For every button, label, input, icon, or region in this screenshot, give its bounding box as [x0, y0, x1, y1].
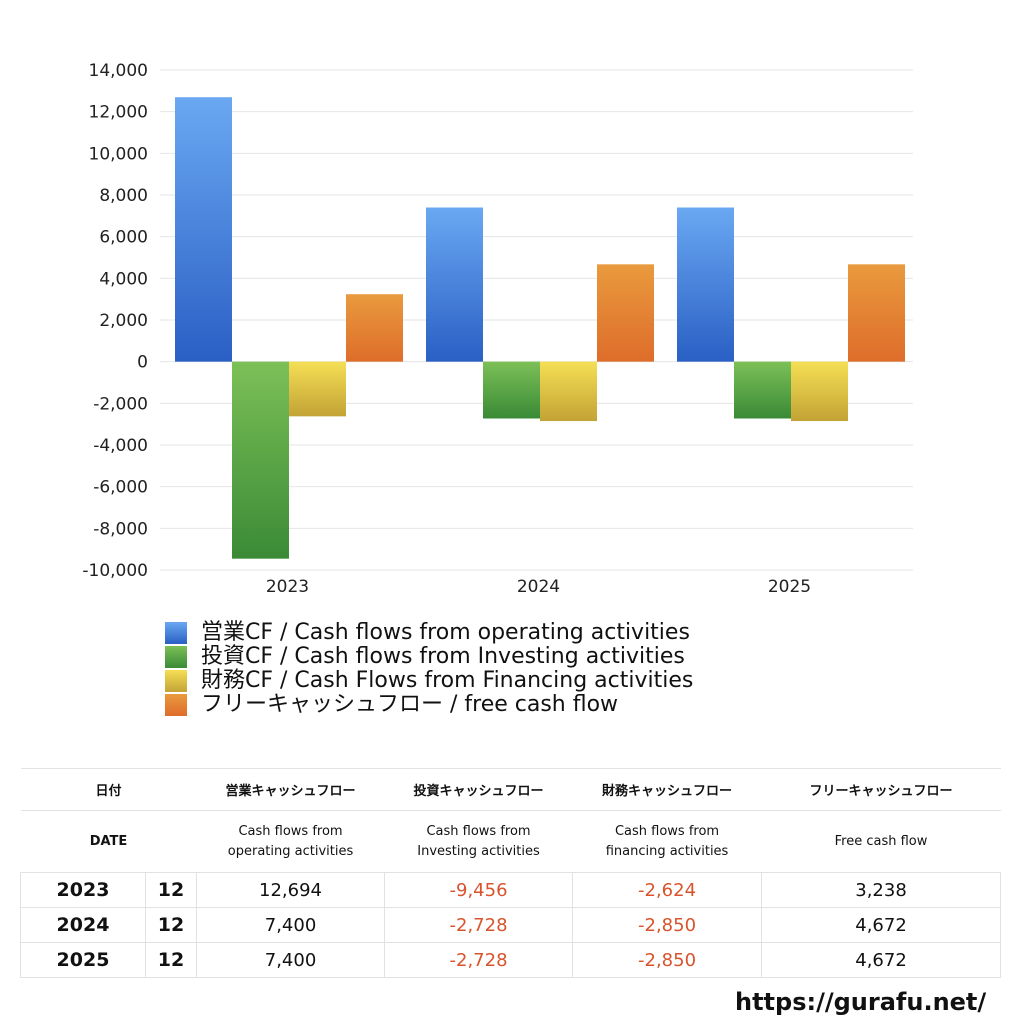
bar-2024-series-3 [597, 264, 654, 362]
cell-month: 12 [144, 872, 198, 908]
cell-financing: -2,850 [572, 942, 763, 978]
bar-2023-series-0 [175, 97, 232, 362]
cell-financing: -2,850 [572, 907, 763, 943]
bar-2023-series-1 [232, 361, 289, 559]
cell-year: 2024 [20, 907, 146, 943]
header-investing-jp: 投資キャッシュフロー [384, 768, 573, 811]
cell-investing: -9,456 [384, 872, 574, 908]
y-tick-label: -4,000 [93, 436, 148, 456]
legend-item-financing: 財務CF / Cash Flows from Financing activit… [165, 669, 693, 693]
header-operating-jp: 営業キャッシュフロー [196, 768, 385, 811]
cell-month: 12 [144, 942, 198, 978]
y-tick-label: 2,000 [99, 311, 148, 331]
cell-year: 2023 [20, 872, 146, 908]
table-row: 2024 12 7,400 -2,728 -2,850 4,672 [20, 907, 1002, 943]
legend-item-free: フリーキャッシュフロー / free cash flow [165, 693, 693, 717]
cell-free: 4,672 [761, 942, 1002, 978]
bar-2024-series-0 [426, 207, 483, 362]
y-tick-label: 6,000 [99, 228, 148, 248]
table-row: 2023 12 12,694 -9,456 -2,624 3,238 [20, 872, 1002, 908]
y-tick-label: 10,000 [89, 144, 148, 164]
bar-2023-series-2 [289, 361, 346, 417]
y-tick-label: 8,000 [99, 186, 148, 206]
legend-label-operating: 営業CF / Cash flows from operating activit… [201, 620, 690, 645]
legend-label-free: フリーキャッシュフロー / free cash flow [201, 692, 619, 717]
cell-year: 2025 [20, 942, 146, 978]
legend-item-operating: 営業CF / Cash flows from operating activit… [165, 621, 693, 645]
cash-flow-table: 日付 営業キャッシュフロー 投資キャッシュフロー 財務キャッシュフロー フリーキ… [20, 768, 1002, 978]
bar-2024-series-1 [483, 361, 540, 419]
legend: 営業CF / Cash flows from operating activit… [165, 621, 693, 717]
header-date-jp: 日付 [20, 768, 197, 811]
cell-operating: 12,694 [196, 872, 386, 908]
y-tick-label: -10,000 [82, 561, 148, 581]
bar-2023-series-3 [346, 294, 403, 362]
table-header-en: DATE Cash flows from operating activitie… [20, 810, 1001, 873]
cell-free: 3,238 [761, 872, 1002, 908]
legend-item-investing: 投資CF / Cash flows from Investing activit… [165, 645, 693, 669]
cash-flow-bar-chart: 14,000 12,000 10,000 8,000 6,000 4,000 2,000 0 -… [82, 61, 913, 597]
y-tick-label: 12,000 [89, 103, 148, 123]
header-operating-en: Cash flows from operating activities [196, 810, 385, 873]
cell-operating: 7,400 [196, 942, 386, 978]
y-tick-label: 0 [137, 353, 148, 373]
legend-swatch-operating [165, 622, 187, 644]
legend-swatch-free [165, 694, 187, 716]
x-axis-ticks: 2023 2024 2025 [266, 577, 811, 597]
y-tick-label: 14,000 [89, 61, 148, 81]
bar-2025-series-0 [677, 207, 734, 362]
header-financing-jp: 財務キャッシュフロー [572, 768, 762, 811]
y-tick-label: -8,000 [93, 519, 148, 539]
legend-label-financing: 財務CF / Cash Flows from Financing activit… [201, 668, 694, 693]
header-date-en: DATE [20, 810, 197, 873]
header-free-en: Free cash flow [761, 810, 1001, 873]
table-row: 2025 12 7,400 -2,728 -2,850 4,672 [20, 942, 1002, 978]
bars [175, 97, 905, 559]
bar-2025-series-3 [848, 264, 905, 362]
x-tick-label: 2023 [266, 577, 309, 597]
y-tick-label: -6,000 [93, 478, 148, 498]
x-tick-label: 2024 [517, 577, 560, 597]
cell-month: 12 [144, 907, 198, 943]
bar-2024-series-2 [540, 361, 597, 422]
y-axis-ticks: 14,000 12,000 10,000 8,000 6,000 4,000 2,000 0 -… [82, 61, 148, 581]
legend-label-investing: 投資CF / Cash flows from Investing activit… [201, 644, 685, 669]
header-financing-en: Cash flows from financing activities [572, 810, 762, 873]
header-investing-en: Cash flows from Investing activities [384, 810, 573, 873]
site-url: https://gurafu.net/ [735, 988, 987, 1016]
cell-financing: -2,624 [572, 872, 763, 908]
cell-free: 4,672 [761, 907, 1002, 943]
table-header-jp: 日付 営業キャッシュフロー 投資キャッシュフロー 財務キャッシュフロー フリーキ… [20, 768, 1001, 811]
x-tick-label: 2025 [768, 577, 811, 597]
cell-investing: -2,728 [384, 942, 574, 978]
legend-swatch-investing [165, 646, 187, 668]
y-tick-label: 4,000 [99, 269, 148, 289]
header-free-jp: フリーキャッシュフロー [761, 768, 1001, 811]
cell-investing: -2,728 [384, 907, 574, 943]
bar-2025-series-1 [734, 361, 791, 419]
bar-2025-series-2 [791, 361, 848, 422]
legend-swatch-financing [165, 670, 187, 692]
y-tick-label: -2,000 [93, 394, 148, 414]
cell-operating: 7,400 [196, 907, 386, 943]
